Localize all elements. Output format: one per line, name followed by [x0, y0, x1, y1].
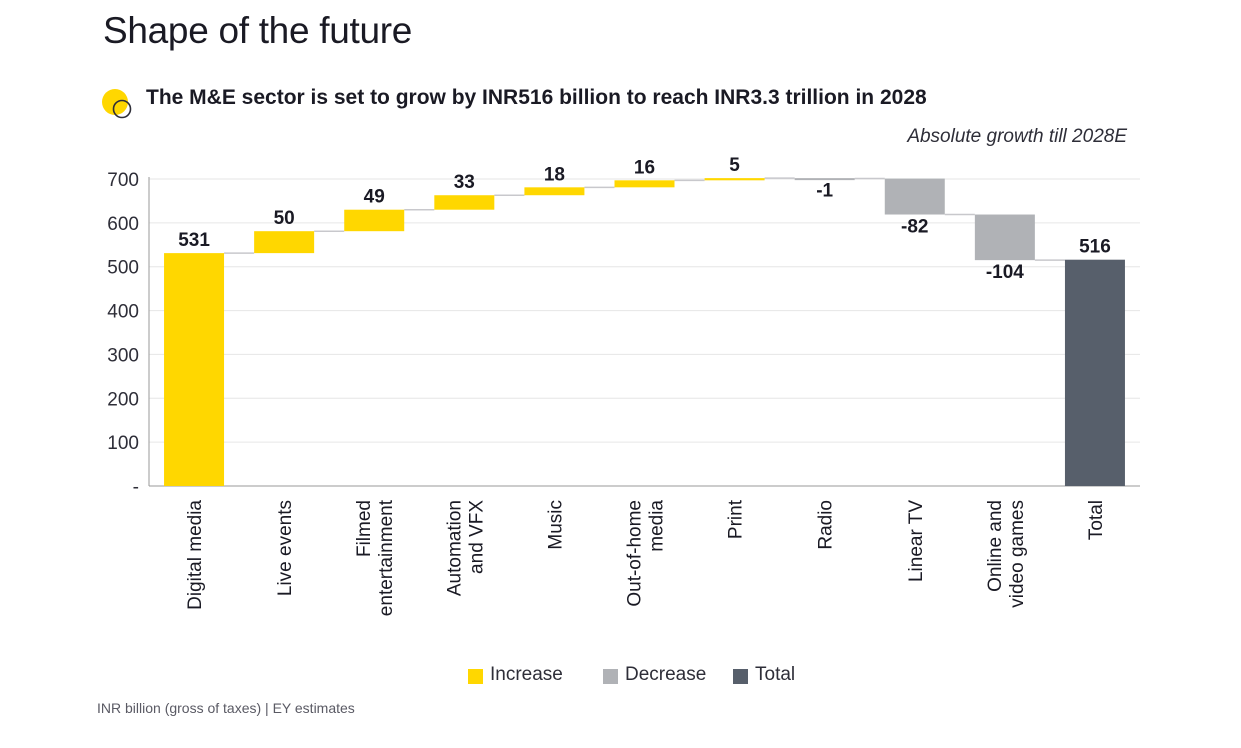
category-label: Live events — [275, 500, 296, 596]
category-label-line: video games — [1007, 500, 1028, 608]
bar-increase — [164, 253, 225, 486]
data-label: 49 — [364, 187, 385, 208]
data-label: 516 — [1079, 237, 1111, 258]
category-label: Filmed entertainment — [354, 499, 397, 616]
data-label: -1 — [816, 181, 833, 202]
category-label: Automation and VFX — [444, 500, 487, 596]
chart-subtitle: The M&E sector is set to grow by INR516 … — [146, 86, 927, 109]
category-label-line: Out-of-home — [625, 500, 646, 607]
bar-increase — [434, 195, 495, 210]
bar-decrease — [884, 178, 945, 215]
category-label-line: Print — [726, 499, 747, 539]
category-label-line: Digital media — [185, 500, 206, 610]
y-tick-label: 600 — [107, 214, 139, 235]
legend-swatch-increase — [468, 669, 483, 684]
bar-increase — [704, 178, 765, 181]
y-tick-label: 200 — [107, 389, 139, 410]
bar-increase — [254, 231, 315, 254]
category-label: Out-of-home media — [625, 500, 668, 607]
y-tick-label: 700 — [107, 170, 139, 191]
category-label-line: media — [647, 500, 668, 552]
category-label: Linear TV — [906, 500, 927, 582]
data-label: 18 — [544, 164, 565, 185]
data-label: 50 — [274, 208, 295, 229]
data-label: 33 — [454, 172, 475, 193]
category-label: Digital media — [185, 500, 206, 610]
y-tick-label: 300 — [107, 345, 139, 366]
category-label-line: and VFX — [466, 500, 487, 574]
category-label-line: Online and — [985, 500, 1006, 592]
category-label: Music — [545, 500, 566, 550]
category-label: Radio — [816, 500, 837, 550]
category-label-line: entertainment — [376, 499, 397, 616]
category-label-line: Filmed — [354, 500, 375, 557]
bullet-circle-icon — [102, 89, 132, 119]
bar-decrease — [974, 214, 1035, 261]
legend-swatch-total — [733, 669, 748, 684]
category-label-line: Linear TV — [906, 500, 927, 582]
category-label-line: Radio — [816, 500, 837, 550]
legend-swatch-decrease — [603, 669, 618, 684]
data-label: -82 — [901, 217, 928, 238]
category-label-line: Automation — [444, 500, 465, 596]
legend-label-total: Total — [755, 664, 796, 685]
legend-label-decrease: Decrease — [625, 664, 707, 685]
bar-decrease — [794, 178, 855, 181]
source-note: INR billion (gross of taxes) | EY estima… — [97, 700, 355, 716]
bar-increase — [614, 180, 675, 188]
bar-increase — [344, 209, 405, 232]
bar-total — [1064, 259, 1125, 486]
data-label: -104 — [986, 262, 1024, 283]
y-tick-label: 400 — [107, 302, 139, 323]
data-label: 531 — [178, 230, 210, 251]
y-tick-label: 500 — [107, 258, 139, 279]
data-label: 16 — [634, 157, 655, 178]
page-title: Shape of the future — [103, 10, 413, 51]
y-tick-label: 100 — [107, 433, 139, 454]
category-label-line: Music — [545, 500, 566, 550]
category-label: Print — [726, 499, 747, 539]
category-label-line: Live events — [275, 500, 296, 596]
y-tick-label: - — [133, 477, 139, 498]
bar-increase — [524, 187, 585, 196]
waterfall-chart: - 100 200 300 400 500 600 700 531 Digital media 50… — [107, 155, 1140, 616]
category-label: Total — [1086, 500, 1107, 540]
category-label: Online and video games — [985, 500, 1028, 608]
chart-annotation: Absolute growth till 2028E — [907, 126, 1127, 147]
category-label-line: Total — [1086, 500, 1107, 540]
data-label: 5 — [729, 155, 740, 176]
legend-label-increase: Increase — [490, 664, 563, 685]
